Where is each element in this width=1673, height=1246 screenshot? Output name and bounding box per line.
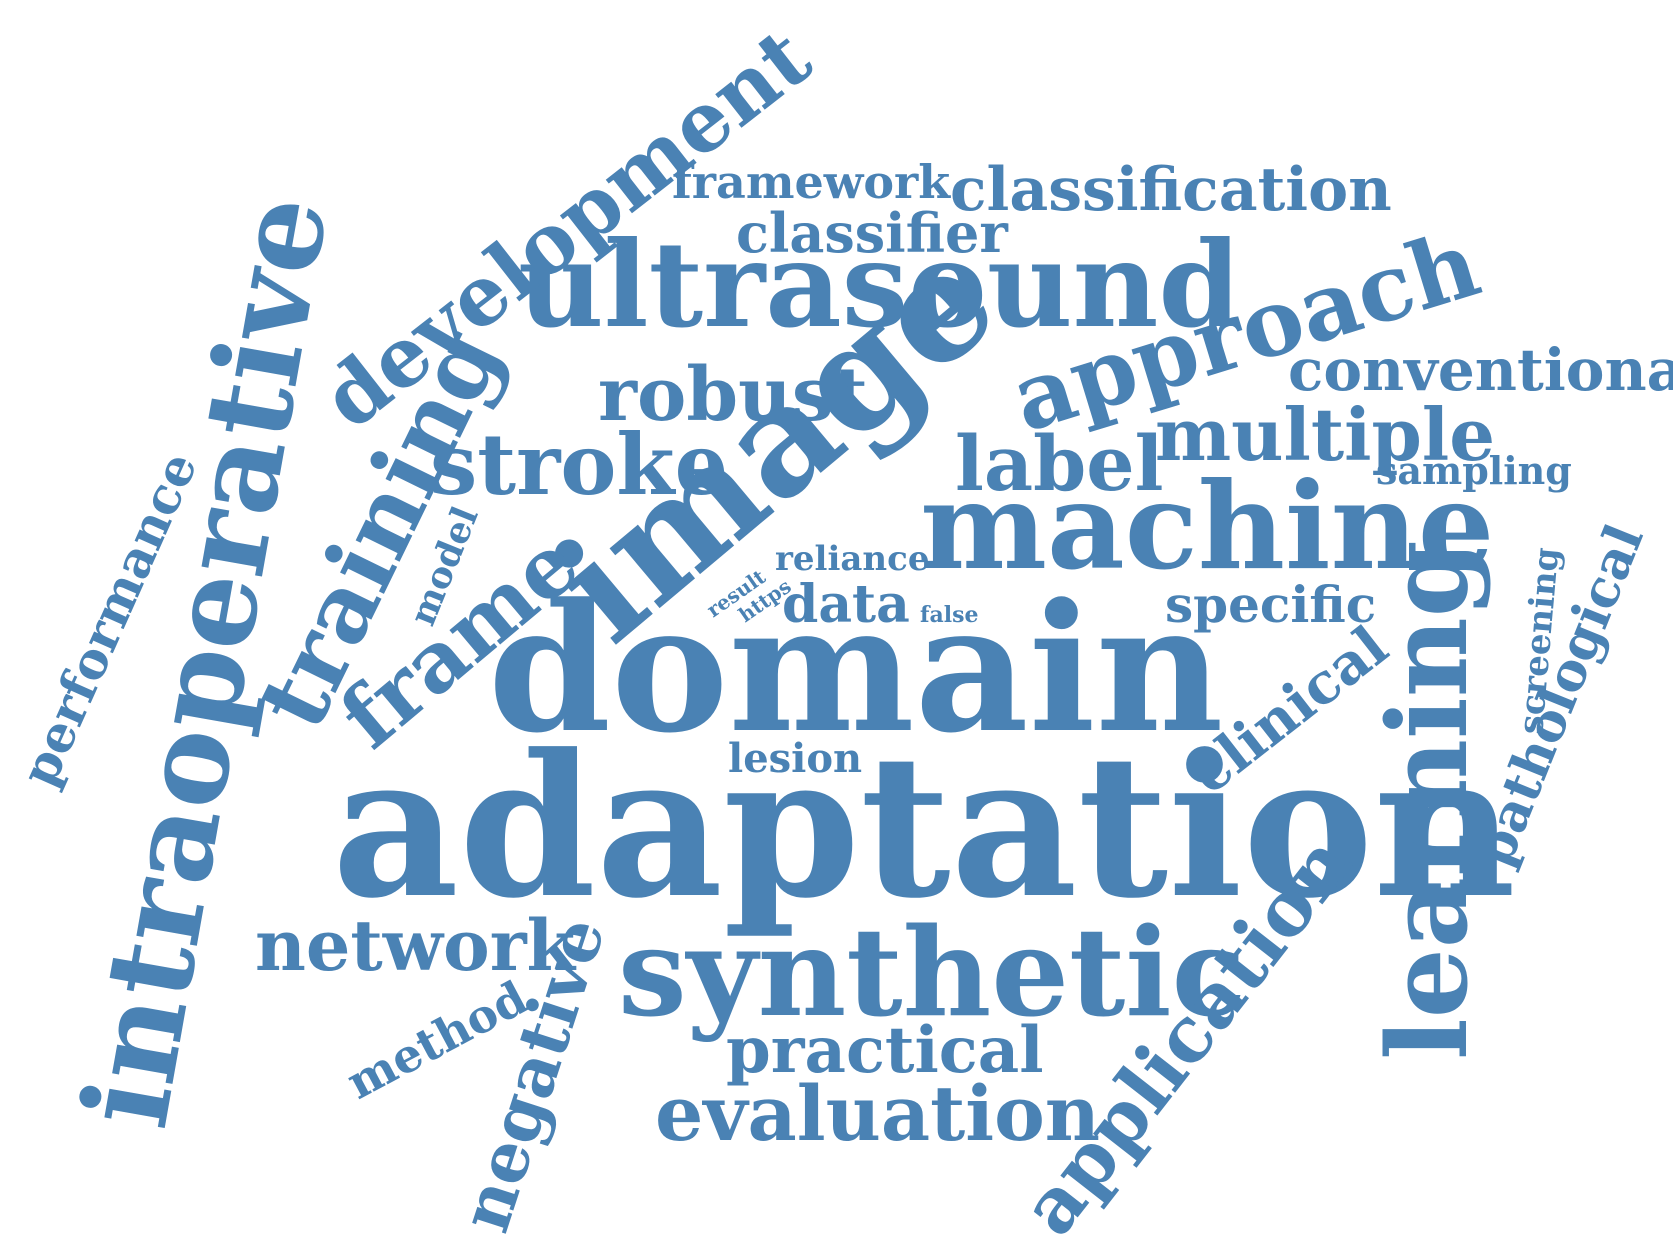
word-practical: practical xyxy=(726,1013,1044,1088)
word-reliance: reliance xyxy=(775,539,929,579)
word-machine: machine xyxy=(920,456,1494,597)
word-network: network xyxy=(255,904,577,987)
word-framework: framework xyxy=(672,155,951,209)
word-ultrasound: ultrasound xyxy=(518,215,1241,354)
word-classifier: classifier xyxy=(736,201,1008,265)
word-sampling: sampling xyxy=(1376,448,1572,493)
word-classification: classification xyxy=(950,155,1392,225)
word-evaluation: evaluation xyxy=(655,1069,1100,1158)
word-robust: robust xyxy=(598,352,868,438)
word-label: label xyxy=(955,419,1163,508)
word-conventional: conventional xyxy=(1288,336,1673,404)
word-adaptation: adaptation xyxy=(332,712,1516,942)
word-learning: learning xyxy=(1363,540,1492,1060)
word-specific: specific xyxy=(1165,575,1376,634)
word-synthetic: synthetic xyxy=(618,900,1246,1044)
word-multiple: multiple xyxy=(1155,392,1495,477)
word-false: false xyxy=(920,602,978,628)
word-domain: domain xyxy=(488,565,1224,772)
word-stroke: stroke xyxy=(430,415,728,514)
word-data: data xyxy=(782,574,910,635)
word-lesion: lesion xyxy=(728,735,862,782)
